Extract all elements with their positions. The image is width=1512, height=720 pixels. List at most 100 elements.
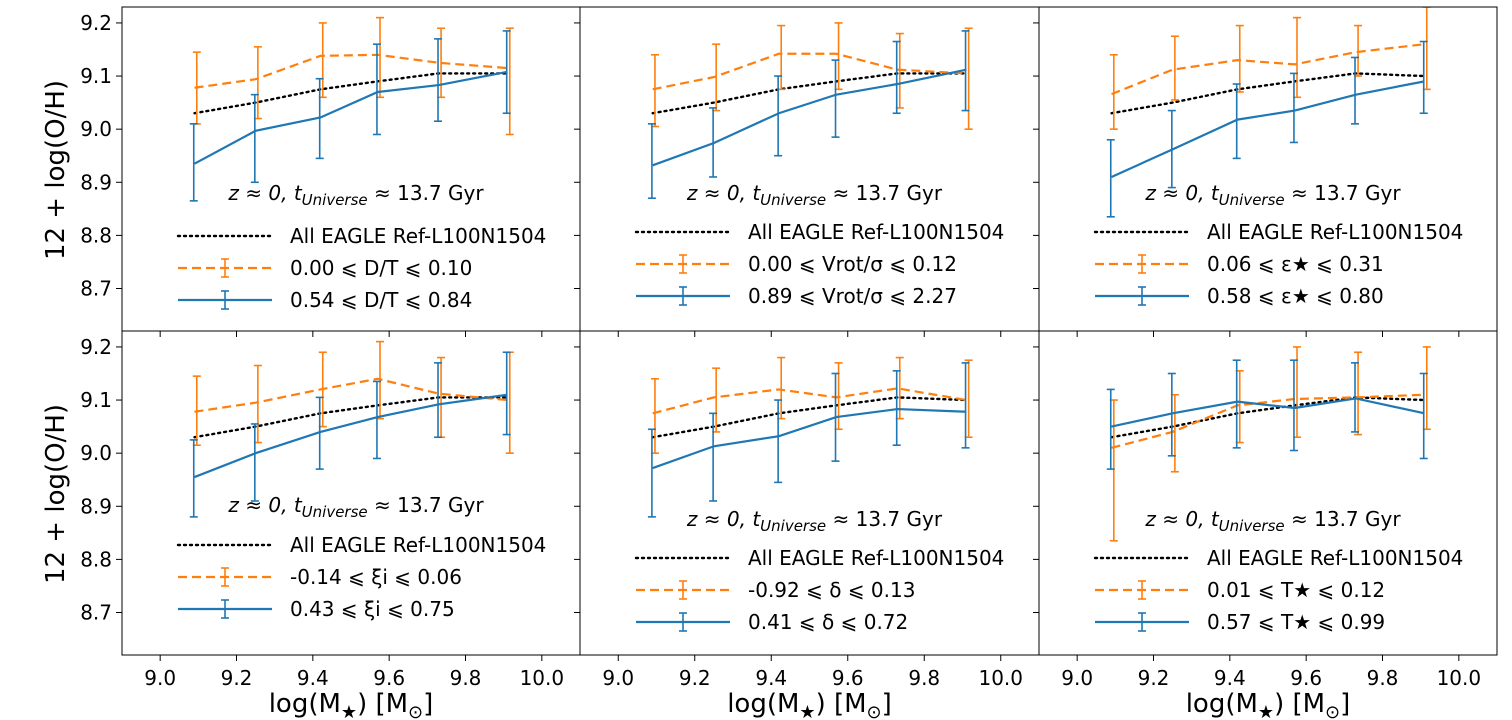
annotation-t-sub: Universe — [1219, 191, 1285, 209]
x-label-rest: ) [M — [1274, 689, 1325, 719]
x-tick-label: 9.2 — [1138, 666, 1170, 690]
series-line-dotted — [1110, 396, 1426, 439]
annotation-z: z ≈ 0, — [686, 181, 752, 205]
panel-dt: z ≈ 0, tUniverse ≈ 13.7 Gyr All EAGLE Ref… — [116, 6, 581, 337]
x-tick-label: 9.8 — [908, 666, 940, 690]
x-tick-label: 10.0 — [1437, 666, 1482, 690]
series-line-dashed — [194, 53, 508, 89]
plot-area — [189, 16, 514, 202]
annotation-rest: ≈ 13.7 Gyr — [368, 181, 485, 205]
y-tick-label: 9.0 — [80, 441, 112, 465]
series-line-solid — [652, 407, 967, 470]
series-line-dotted — [651, 72, 968, 115]
x-tick-label: 9.2 — [221, 666, 253, 690]
y-tick-label: 8.9 — [80, 494, 112, 518]
plot-area — [1106, 7, 1431, 218]
annotation-t: t — [294, 181, 303, 205]
legend-label: All EAGLE Ref-L100N1504 — [1207, 546, 1463, 570]
legend-label: 0.43 ⩽ ξi ⩽ 0.75 — [290, 597, 455, 621]
redshift-annotation: z ≈ 0, tUniverse ≈ 13.7 Gyr — [227, 493, 484, 521]
x-label-rest: ) [M — [816, 689, 867, 719]
series-line-dotted — [193, 396, 509, 439]
x-tick-label: 9.4 — [1214, 666, 1246, 690]
axes-text: 8.7 8.8 8.9 9.0 9.1 9.2 8.7 8.8 8.9 9.0 9.1 9.2 9.0 9… — [80, 11, 1481, 720]
annotation-t: t — [752, 507, 761, 531]
panel-frame — [1038, 6, 1498, 332]
x-tick-label: 9.2 — [679, 666, 711, 690]
series-line-dashed — [194, 377, 508, 413]
legend-label: All EAGLE Ref-L100N1504 — [1207, 220, 1463, 244]
redshift-annotation: z ≈ 0, tUniverse ≈ 13.7 Gyr — [686, 181, 943, 209]
annotation-z: z ≈ 0, — [227, 181, 293, 205]
y-axis-label-bottom: 12 + log(O/H) — [41, 404, 71, 584]
x-tick-label: 9.0 — [144, 666, 176, 690]
x-label-end: ] — [423, 689, 433, 719]
x-tick-label: 9.6 — [373, 666, 405, 690]
legend-label: -0.92 ⩽ δ ⩽ 0.13 — [748, 578, 915, 602]
x-tick-label: 9.8 — [1367, 666, 1399, 690]
y-tick-label: 9.2 — [80, 11, 112, 35]
series-line-dotted — [1110, 72, 1426, 115]
redshift-annotation: z ≈ 0, tUniverse ≈ 13.7 Gyr — [1144, 507, 1401, 535]
x-tick-label: 10.0 — [520, 666, 565, 690]
annotation-z: z ≈ 0, — [227, 493, 293, 517]
legend-label: 0.41 ⩽ δ ⩽ 0.72 — [748, 610, 908, 634]
x-tick-label: 9.4 — [755, 666, 787, 690]
legend-label: 0.00 ⩽ Vrot/σ ⩽ 0.12 — [748, 252, 957, 276]
legend-label: All EAGLE Ref-L100N1504 — [290, 224, 546, 248]
series-line-dashed — [652, 387, 967, 415]
x-tick-label: 9.0 — [1061, 666, 1093, 690]
x-tick-label: 9.6 — [832, 666, 864, 690]
x-tick-label: 9.8 — [450, 666, 482, 690]
x-label-sub: ★ — [799, 702, 815, 720]
y-tick-label: 9.1 — [80, 64, 112, 88]
series-line-solid — [1111, 397, 1425, 428]
panel-frame — [579, 330, 1040, 656]
series-line-solid — [194, 393, 508, 479]
annotation-t-sub: Universe — [760, 517, 826, 535]
annotation-z: z ≈ 0, — [1144, 507, 1210, 531]
x-tick-label: 10.0 — [978, 666, 1023, 690]
series-line-solid — [1111, 80, 1425, 178]
legend-label: -0.14 ⩽ ξi ⩽ 0.06 — [290, 565, 462, 589]
annotation-z: z ≈ 0, — [1144, 181, 1210, 205]
annotation-rest: ≈ 13.7 Gyr — [826, 507, 943, 531]
panel-frame — [579, 6, 1040, 332]
annotation-z: z ≈ 0, — [686, 507, 752, 531]
redshift-annotation: z ≈ 0, tUniverse ≈ 13.7 Gyr — [686, 507, 943, 535]
y-tick-label: 8.9 — [80, 170, 112, 194]
x-tick-label: 9.0 — [602, 666, 634, 690]
annotation-t-sub: Universe — [1219, 517, 1285, 535]
x-axis-label: log(M★) [M⊙] — [269, 689, 434, 720]
panel-delta: z ≈ 0, tUniverse ≈ 13.7 Gyr All EAGLE Ref… — [574, 330, 1040, 661]
legend-label: 0.58 ⩽ ε★ ⩽ 0.80 — [1207, 284, 1384, 308]
legend-label: 0.06 ⩽ ε★ ⩽ 0.31 — [1207, 252, 1384, 276]
legend-label: 0.57 ⩽ T★ ⩽ 0.99 — [1207, 610, 1385, 634]
annotation-rest: ≈ 13.7 Gyr — [368, 493, 485, 517]
y-tick-label: 9.1 — [80, 388, 112, 412]
annotation-t-sub: Universe — [760, 191, 826, 209]
series-line-dashed — [652, 52, 967, 91]
x-label-sun: ⊙ — [867, 702, 882, 720]
x-label-sub: ★ — [341, 702, 357, 720]
legend-label: All EAGLE Ref-L100N1504 — [748, 546, 1004, 570]
y-tick-label: 9.0 — [80, 117, 112, 141]
plot-area — [189, 340, 514, 518]
series-line-solid — [193, 70, 508, 165]
annotation-t: t — [294, 493, 303, 517]
x-axis-label: log(M★) [M⊙] — [727, 689, 892, 720]
legend-label: 0.01 ⩽ T★ ⩽ 0.12 — [1207, 578, 1385, 602]
x-label-sub: ★ — [1258, 702, 1274, 720]
annotation-t-sub: Universe — [302, 503, 368, 521]
panel-t: z ≈ 0, tUniverse ≈ 13.7 Gyr All EAGLE Ref… — [1033, 330, 1498, 661]
annotation-t-sub: Universe — [302, 191, 368, 209]
annotation-t: t — [752, 181, 761, 205]
panel-epsilon: z ≈ 0, tUniverse ≈ 13.7 Gyr All EAGLE Ref… — [1033, 6, 1498, 337]
annotation-t: t — [1211, 507, 1220, 531]
x-label-main: log(M — [727, 689, 799, 719]
plot-area — [647, 22, 973, 200]
y-tick-label: 8.8 — [80, 547, 112, 571]
x-label-end: ] — [882, 689, 892, 719]
